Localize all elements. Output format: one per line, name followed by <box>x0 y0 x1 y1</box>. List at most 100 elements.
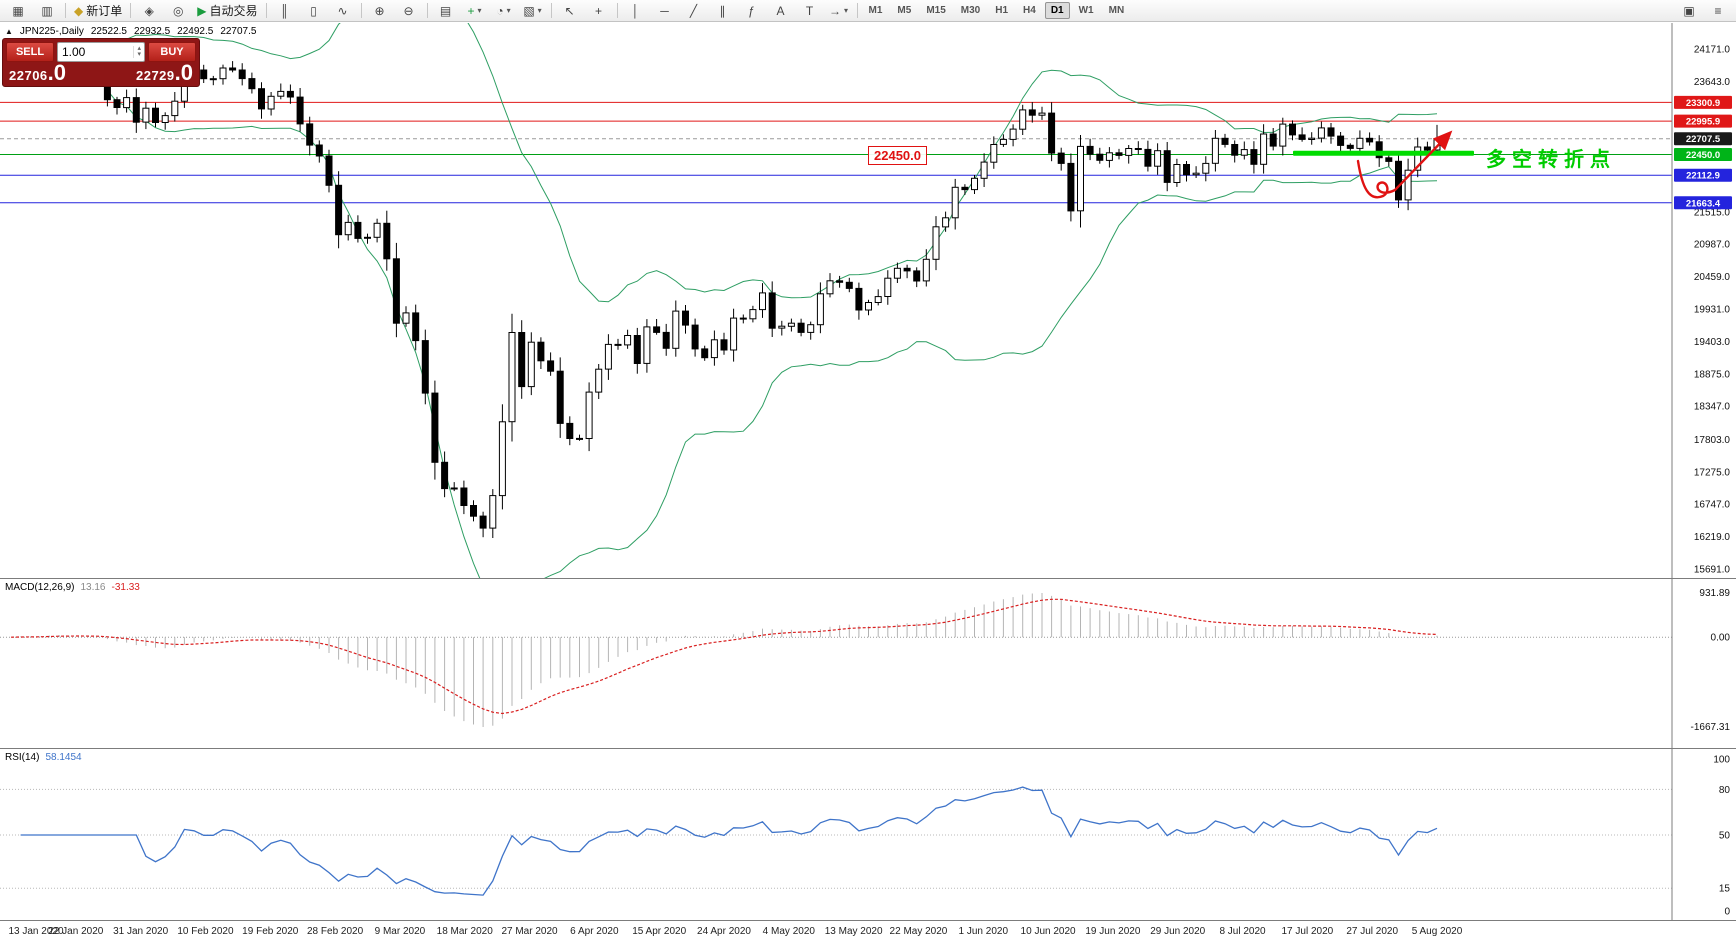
text-button[interactable]: A <box>767 0 795 21</box>
equidistant-channel-button[interactable]: ∥ <box>709 0 737 21</box>
vertical-line-icon: │ <box>631 3 640 18</box>
trendline-icon: ╱ <box>689 3 698 18</box>
bollinger-lower-band <box>39 70 1438 578</box>
timeframe-MN-button[interactable]: MN <box>1108 5 1125 16</box>
market-watch-icon: ◈ <box>144 3 154 18</box>
indicators-button[interactable]: + ▾ <box>461 0 489 21</box>
arrows-icon: → <box>828 3 841 18</box>
red-arrow-annotation[interactable] <box>1356 130 1453 199</box>
timeframe-H4-button[interactable]: H4 <box>1023 5 1036 16</box>
timeframe-H1-button[interactable]: H1 <box>995 5 1009 16</box>
chart-window[interactable]: 24171.0 23643.0 21515.0 20987.0 20459.0 19931… <box>0 23 1736 943</box>
chart-list-button[interactable]: ▣ <box>1675 0 1703 21</box>
arrows-button[interactable]: → ▾ <box>825 0 853 21</box>
price-tick-label: 24171.0 <box>1694 45 1731 56</box>
fibonacci-button[interactable]: ƒ <box>738 0 766 21</box>
date-label: 19 Feb 2020 <box>242 926 299 937</box>
toolbar-separator <box>616 3 618 18</box>
rsi-value: 58.1454 <box>45 752 82 763</box>
horizontal-line-icon: ─ <box>660 3 669 18</box>
macd-scale-label: 931.89 <box>1699 588 1730 599</box>
sell-button[interactable]: SELL <box>6 42 54 62</box>
timeframe-M1-button[interactable]: M1 <box>868 5 883 16</box>
date-label: 27 Mar 2020 <box>501 926 558 937</box>
buy-price-big: .0 <box>174 60 193 85</box>
volume-input[interactable] <box>58 45 134 59</box>
macd-panel[interactable]: 931.89 0.00 -1667.31 MACD(12,26,9) 13.16 -… <box>0 578 1736 748</box>
date-label: 31 Jan 2020 <box>113 926 169 937</box>
menu-button[interactable]: ≡ <box>1704 0 1732 21</box>
toolbar-separator <box>130 3 132 18</box>
price-chart-panel[interactable]: 24171.0 23643.0 21515.0 20987.0 20459.0 19931… <box>0 23 1736 578</box>
profiles-button[interactable]: ▥ <box>33 0 61 21</box>
sell-price-main: 22706 <box>9 68 48 83</box>
buy-button[interactable]: BUY <box>148 42 196 62</box>
timeframe-M15-button[interactable]: M15 <box>926 5 946 16</box>
new-order-button[interactable]: ◆ 新订单 <box>70 0 126 21</box>
periods-button[interactable]: ◔ ▾ <box>490 0 518 21</box>
date-label: 9 Mar 2020 <box>374 926 426 937</box>
zoom-out-button[interactable]: ⊖ <box>395 0 423 21</box>
new-chart-button[interactable]: ▦ <box>4 0 32 21</box>
date-label: 27 Jul 2020 <box>1346 926 1399 937</box>
horizontal-line-button[interactable]: ─ <box>651 0 679 21</box>
date-label: 1 Jun 2020 <box>958 926 1009 937</box>
rsi-scale-label: 100 <box>1713 755 1730 766</box>
vertical-line-button[interactable]: │ <box>622 0 650 21</box>
zoom-in-button[interactable]: ⊕ <box>366 0 394 21</box>
cn-annotation-text[interactable]: 多空转折点 <box>1486 149 1616 171</box>
templates-icon: ▧ <box>523 3 535 18</box>
candle-chart-mode-button[interactable]: ▯ <box>300 0 328 21</box>
auto-trading-button[interactable]: ▶ 自动交易 <box>193 0 261 21</box>
rsi-scale-label: 50 <box>1719 831 1731 842</box>
price-badge <box>1674 95 1732 109</box>
trendline-button[interactable]: ╱ <box>680 0 708 21</box>
date-label: 5 Aug 2020 <box>1411 926 1463 937</box>
timeframe-M30-button[interactable]: M30 <box>960 5 981 16</box>
auto-trading-label: 自动交易 <box>209 4 258 18</box>
crosshair-button[interactable]: + <box>585 0 613 21</box>
ohlc-low: 22492.5 <box>177 26 214 37</box>
rsi-scale-label: 15 <box>1719 884 1731 895</box>
navigator-icon: ◎ <box>173 3 184 18</box>
market-watch-button[interactable]: ◈ <box>135 0 163 21</box>
spin-down-icon[interactable]: ▾ <box>137 51 141 58</box>
navigator-button[interactable]: ◎ <box>164 0 192 21</box>
volume-spinner[interactable]: ▴ ▾ <box>133 45 144 58</box>
text-label-button[interactable]: T <box>796 0 824 21</box>
price-badge-label: 22707.5 <box>1686 134 1721 145</box>
rsi-label: RSI(14) 58.1454 <box>5 752 82 763</box>
cursor-button[interactable]: ↖ <box>556 0 584 21</box>
timeframe-M5-button[interactable]: M5 <box>897 5 912 16</box>
bar-chart-mode-button[interactable]: ║ <box>271 0 299 21</box>
price-badge <box>1674 168 1732 182</box>
macd-scale-label: -1667.31 <box>1691 722 1731 733</box>
toolbar-separator <box>265 3 267 18</box>
price-tick-label: 16219.0 <box>1694 532 1731 543</box>
date-label: 15 Apr 2020 <box>632 926 687 937</box>
line-chart-mode-button[interactable]: ∿ <box>329 0 357 21</box>
rsi-panel[interactable]: 100 80 50 15 0 RSI(14) 58.1454 <box>0 748 1736 920</box>
date-label: 28 Feb 2020 <box>306 926 364 937</box>
price-annotation-label[interactable]: 22450.0 <box>868 146 927 165</box>
price-badge-label: 22112.9 <box>1686 171 1720 182</box>
rsi-surface[interactable]: 100 80 50 15 0 <box>0 749 1736 920</box>
timeframe-W1-button[interactable]: W1 <box>1078 5 1094 16</box>
candles <box>7 45 1441 538</box>
date-label: 13 May 2020 <box>824 926 883 937</box>
templates-button[interactable]: ▧ ▾ <box>519 0 547 21</box>
crosshair-icon: + <box>594 3 602 18</box>
timeframe-D1-button[interactable]: D1 <box>1044 2 1070 19</box>
green-segment-annotation[interactable] <box>1293 150 1474 156</box>
macd-signal-value: -31.33 <box>111 582 140 593</box>
price-chart-surface[interactable]: 24171.0 23643.0 21515.0 20987.0 20459.0 19931… <box>0 23 1736 578</box>
one-click-toggle-icon[interactable]: ▲ <box>5 27 13 36</box>
equidistant-channel-icon: ∥ <box>719 3 726 18</box>
ohlc-open: 22522.5 <box>90 26 127 37</box>
tile-windows-button[interactable]: ▤ <box>432 0 460 21</box>
indicators-caret-icon: ▾ <box>477 6 482 15</box>
macd-surface[interactable]: 931.89 0.00 -1667.31 <box>0 579 1736 748</box>
profiles-icon: ▥ <box>41 3 53 18</box>
spin-up-icon[interactable]: ▴ <box>137 45 141 52</box>
